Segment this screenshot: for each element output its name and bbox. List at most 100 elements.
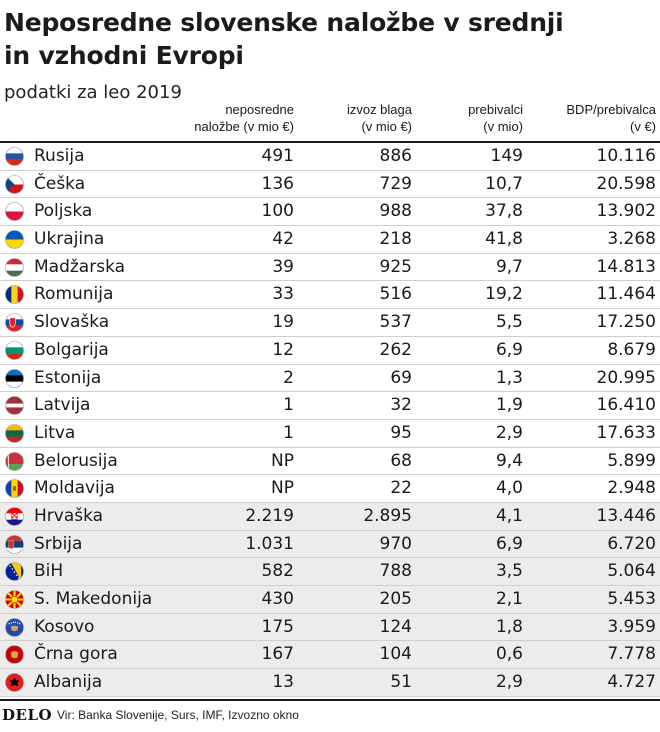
header-investment-line1: neposredne	[225, 102, 294, 117]
investment-value: 12	[272, 339, 294, 360]
population-value: 5,5	[495, 312, 523, 333]
exports-value: 516	[379, 284, 412, 305]
title-line-1: Neposredne slovenske naložbe v srednji	[4, 8, 564, 37]
population-value: 6,9	[495, 533, 523, 554]
investment-value: 1	[283, 395, 294, 416]
header-rule	[0, 141, 660, 143]
exports-value: 95	[390, 422, 412, 443]
table-row: Estonija 2 69 1,3 20.995	[0, 365, 660, 393]
gdp-value: 5.064	[607, 561, 656, 582]
investment-value: 582	[261, 561, 294, 582]
gdp-value: 5.899	[607, 450, 656, 471]
table-row: Moldavija NP 22 4,0 2.948	[0, 475, 660, 503]
poland-flag-icon	[5, 202, 24, 222]
gdp-value: 14.813	[596, 256, 656, 277]
header-gdp: BDP/prebivalca (v €)	[566, 101, 656, 135]
header-population: prebivalci (v mio)	[468, 101, 523, 135]
estonia-flag-icon	[5, 368, 24, 388]
investment-value: 2	[283, 367, 294, 388]
exports-value: 2.895	[363, 505, 412, 526]
table-row: BiH 582 788 3,5 5.064	[0, 558, 660, 586]
table-row: Srbija 1.031 970 6,9 6.720	[0, 530, 660, 559]
country-name: S. Makedonija	[34, 589, 153, 609]
investment-value: 1	[283, 422, 294, 443]
header-exports-line2: (v mio €)	[361, 119, 412, 134]
investment-value: 491	[261, 146, 294, 166]
gdp-value: 20.995	[596, 367, 656, 388]
header-investment-line2: naložbe (v mio €)	[194, 119, 294, 134]
ukraine-flag-icon	[5, 230, 24, 249]
investment-value: 136	[261, 173, 294, 194]
population-value: 1,3	[495, 367, 523, 388]
table-row: Češka 136 729 10,7 20.598	[0, 171, 660, 199]
investment-value: 430	[261, 589, 294, 609]
country-name: Slovaška	[34, 312, 110, 333]
table-row: Litva 1 95 2,9 17.633	[0, 420, 660, 448]
gdp-value: 17.633	[596, 422, 656, 443]
table-row: Albanija 13 51 2,9 4.727	[0, 669, 660, 697]
country-name: Litva	[34, 422, 76, 443]
table-row: Poljska 100 988 37,8 13.902	[0, 198, 660, 227]
gdp-value: 3.959	[607, 616, 656, 637]
exports-value: 886	[379, 146, 412, 166]
exports-value: 205	[379, 589, 412, 609]
exports-value: 970	[379, 533, 412, 554]
population-value: 0,6	[495, 644, 523, 665]
bulgaria-flag-icon	[5, 341, 24, 360]
gdp-value: 17.250	[596, 312, 656, 333]
table-row: Črna gora 167 104 0,6 7.778	[0, 641, 660, 670]
gdp-value: 6.720	[607, 533, 656, 554]
exports-value: 124	[379, 616, 412, 637]
gdp-value: 11.464	[596, 284, 656, 305]
gdp-value: 8.679	[607, 339, 656, 360]
population-value: 37,8	[485, 201, 523, 222]
footer: DELO Vir: Banka Slovenije, Surs, IMF, Iz…	[0, 702, 660, 732]
gdp-value: 16.410	[596, 395, 656, 416]
investment-value: 1.031	[245, 533, 294, 554]
source-note: Vir: Banka Slovenije, Surs, IMF, Izvozno…	[57, 708, 299, 722]
table-row: Belorusija NP 68 9,4 5.899	[0, 448, 660, 476]
country-name: Črna gora	[34, 644, 118, 665]
investment-value: 167	[261, 644, 294, 665]
population-value: 41,8	[485, 229, 523, 250]
table-row: Ukrajina 42 218 41,8 3.268	[0, 226, 660, 254]
country-name: Hrvaška	[34, 505, 104, 526]
gdp-value: 20.598	[596, 173, 656, 194]
exports-value: 262	[379, 339, 412, 360]
exports-value: 218	[379, 229, 412, 250]
exports-value: 925	[379, 256, 412, 277]
investment-value: 2.219	[245, 505, 294, 526]
investment-value: 39	[272, 256, 294, 277]
population-value: 2,9	[495, 422, 523, 443]
gdp-value: 13.446	[596, 505, 656, 526]
header-gdp-line2: (v €)	[630, 119, 656, 134]
investment-value: 100	[261, 201, 294, 222]
investment-value: 33	[272, 284, 294, 305]
serbia-flag-icon	[5, 534, 24, 554]
subtitle: podatki za leo 2019	[4, 82, 182, 103]
investment-value: 13	[272, 672, 294, 693]
moldova-flag-icon	[5, 479, 24, 499]
population-value: 4,1	[495, 505, 523, 526]
country-name: Estonija	[34, 367, 102, 388]
exports-value: 69	[390, 367, 412, 388]
header-exports: izvoz blaga (v mio €)	[347, 101, 412, 135]
albania-flag-icon	[5, 673, 24, 692]
kosovo-flag-icon	[5, 617, 24, 637]
table-row: Hrvaška 2.219 2.895 4,1 13.446	[0, 502, 660, 531]
montenegro-flag-icon	[5, 645, 24, 665]
investment-value: NP	[271, 478, 294, 499]
country-name: BiH	[34, 561, 64, 582]
exports-value: 788	[379, 561, 412, 582]
investment-value: NP	[271, 450, 294, 471]
country-name: Ukrajina	[34, 229, 105, 250]
exports-value: 22	[390, 478, 412, 499]
north-macedonia-flag-icon	[5, 590, 24, 609]
exports-value: 729	[379, 173, 412, 194]
exports-value: 988	[379, 201, 412, 222]
population-value: 1,8	[495, 616, 523, 637]
country-name: Bolgarija	[34, 339, 109, 360]
table-row: Kosovo 175 124 1,8 3.959	[0, 613, 660, 642]
population-value: 6,9	[495, 339, 523, 360]
table-row: S. Makedonija 430 205 2,1 5.453	[0, 586, 660, 614]
